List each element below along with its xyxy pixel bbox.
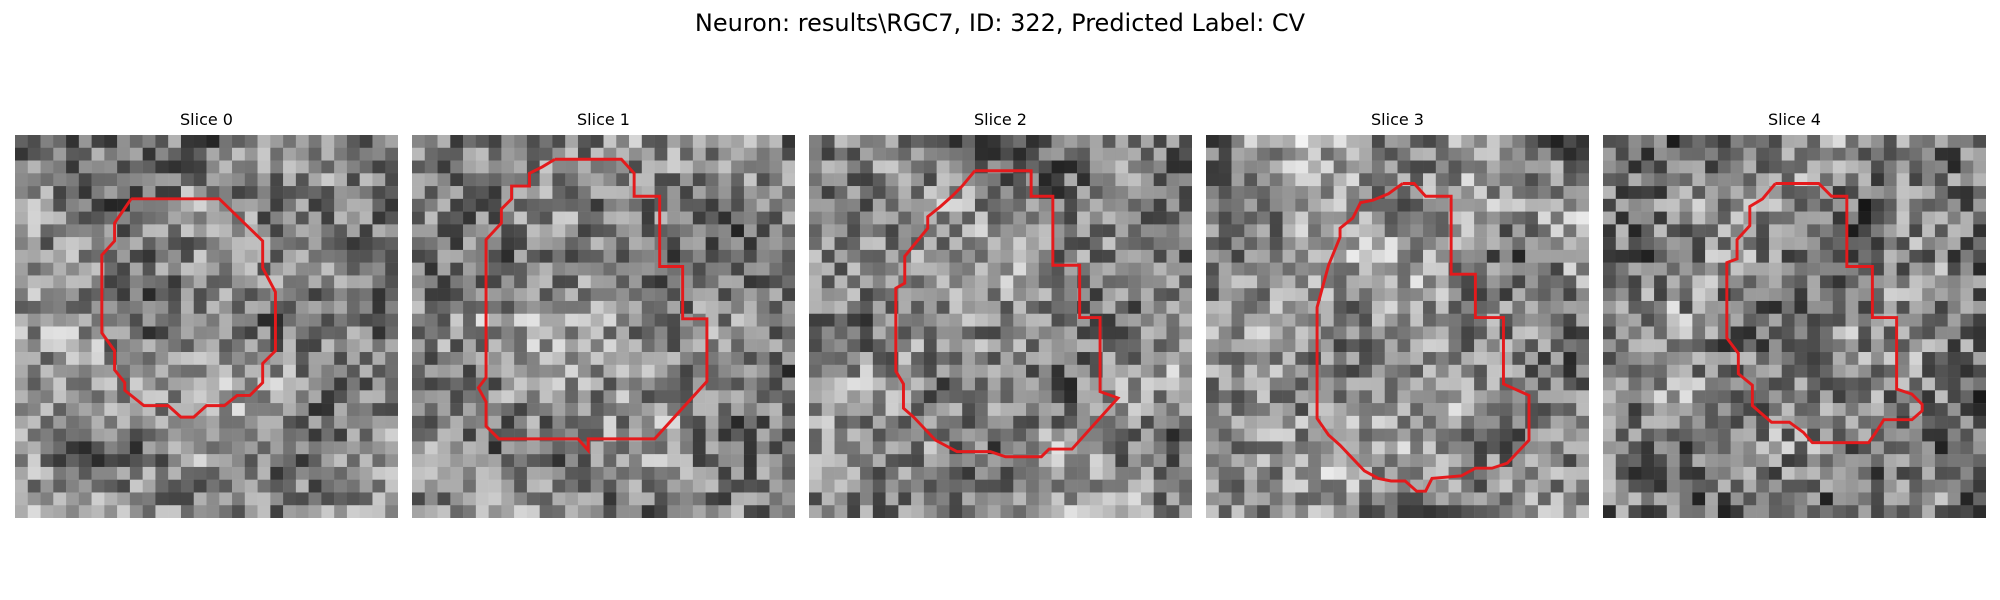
slice-title: Slice 1 — [577, 110, 630, 129]
slice-image — [15, 135, 398, 518]
slice-image — [1206, 135, 1589, 518]
slice-panel-0: Slice 0 — [15, 108, 398, 518]
slice-panel-1: Slice 1 — [412, 108, 795, 518]
slice-image — [809, 135, 1192, 518]
slice-image — [412, 135, 795, 518]
neuron-contour — [100, 197, 277, 419]
neuron-contour — [476, 157, 709, 455]
neuron-contour — [1725, 182, 1924, 445]
slice-image — [1603, 135, 1986, 518]
slice-panel-3: Slice 3 — [1206, 108, 1589, 518]
neuron-contour — [894, 169, 1121, 459]
slice-panel-4: Slice 4 — [1603, 108, 1986, 518]
slice-title: Slice 2 — [974, 110, 1027, 129]
slice-title: Slice 3 — [1371, 110, 1424, 129]
neuron-contour — [1315, 182, 1531, 493]
slice-title: Slice 0 — [180, 110, 233, 129]
figure-title: Neuron: results\RGC7, ID: 322, Predicted… — [694, 9, 1306, 37]
slice-title: Slice 4 — [1768, 110, 1821, 129]
slice-panel-2: Slice 2 — [809, 108, 1192, 518]
